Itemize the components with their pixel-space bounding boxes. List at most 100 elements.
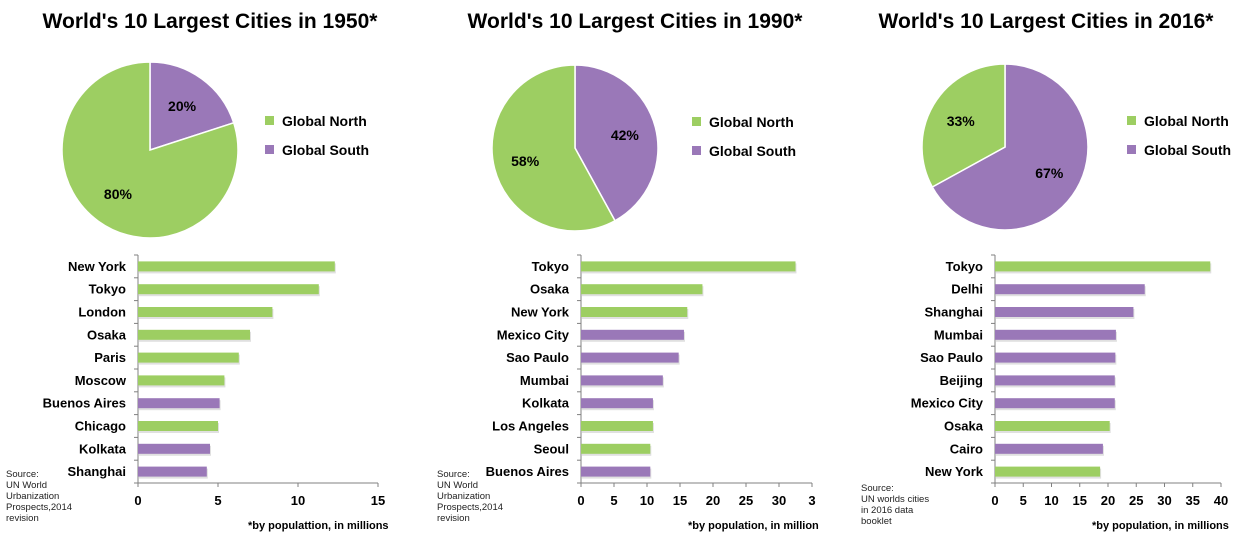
bar [995, 284, 1145, 295]
tick-label: 10 [640, 493, 654, 508]
bar [138, 443, 210, 454]
bar-chart-1950: New York Tokyo London Osaka Paris Moscow Bueno… [43, 254, 385, 508]
category-label: Kolkata [522, 396, 570, 411]
legend-label-north: Global North [709, 113, 794, 130]
panel-2016: World's 10 Largest Cities in 2016* 67% 33… [855, 0, 1237, 544]
category-label: New York [511, 305, 570, 320]
tick-label: 3 [808, 493, 815, 508]
footnote: *by populattion, in millions [248, 520, 389, 532]
bar [581, 443, 651, 454]
tick-label: 10 [1044, 493, 1058, 508]
category-label: Buenos Aires [43, 396, 126, 411]
category-label: Mexico City [911, 396, 984, 411]
bar [995, 443, 1103, 454]
category-label: Tokyo [946, 259, 983, 274]
category-label: Mumbai [934, 327, 983, 342]
bar [138, 466, 207, 477]
legend: Global North Global South [265, 106, 369, 164]
bar [995, 421, 1110, 431]
bar [995, 466, 1101, 477]
legend-label-south: Global South [709, 142, 797, 159]
legend-item-north: Global North [692, 107, 796, 136]
panel-1950: World's 10 Largest Cities in 1950* 20% 80… [0, 0, 420, 544]
tick-label: 5 [610, 493, 617, 508]
category-label: Osaka [530, 282, 570, 297]
pie-data-label: 67% [1035, 165, 1064, 181]
category-label: Beijing [940, 373, 983, 388]
tick-label: 30 [772, 493, 786, 508]
tick-label: 40 [1214, 493, 1228, 508]
bar [581, 352, 679, 363]
bar [581, 398, 653, 409]
category-label: Shanghai [67, 464, 126, 479]
bar [581, 375, 663, 386]
pie-chart-1990: 42% 58% [491, 64, 659, 232]
north-swatch [1127, 116, 1136, 125]
pie-data-label: 42% [611, 127, 640, 143]
chart-title: World's 10 Largest Cities in 2016* [878, 10, 1214, 33]
source-note: Source: UN World Urbanization Prospects,… [437, 469, 504, 524]
tick-label: 20 [706, 493, 720, 508]
category-label: Sao Paulo [920, 350, 983, 365]
bar [995, 375, 1115, 386]
legend-label-south: Global South [282, 141, 370, 158]
tick-label: 15 [673, 493, 687, 508]
bar [138, 307, 273, 317]
tick-label: 15 [371, 493, 385, 508]
pie-chart-2016: 67% 33% [921, 63, 1089, 231]
bar [581, 284, 703, 295]
bar [138, 261, 335, 272]
category-label: Mumbai [520, 373, 569, 388]
legend-item-north: Global North [1127, 106, 1231, 135]
source-note: Source: UN World Urbanization Prospects,… [6, 469, 73, 524]
pie-slice-global-north [61, 61, 239, 239]
pie-data-label: 58% [511, 153, 540, 169]
category-label: Paris [94, 350, 126, 365]
tick-label: 20 [1101, 493, 1115, 508]
tick-label: 10 [291, 493, 305, 508]
tick-label: 5 [1020, 493, 1027, 508]
category-label: Shanghai [924, 305, 983, 320]
pie-data-label: 33% [947, 113, 976, 129]
legend-item-south: Global South [265, 135, 369, 164]
category-label: Mexico City [497, 327, 570, 342]
category-label: Kolkata [79, 441, 127, 456]
category-label: Tokyo [89, 282, 126, 297]
tick-label: 0 [134, 493, 141, 508]
legend-item-south: Global South [1127, 135, 1231, 164]
legend-label-south: Global South [1144, 141, 1232, 158]
footnote: *by population, in millions [1092, 520, 1229, 532]
category-label: Sao Paulo [506, 350, 569, 365]
footnote: *by population, in million [688, 520, 819, 532]
south-swatch [265, 145, 274, 154]
bar-chart-2016: Tokyo Delhi Shanghai Mumbai Sao Paulo Beijing… [911, 254, 1228, 508]
category-label: Osaka [87, 327, 127, 342]
category-label: Buenos Aires [486, 464, 569, 479]
pie-slice-global-north [921, 63, 1006, 189]
category-label: Seoul [534, 441, 569, 456]
legend-label-north: Global North [1144, 112, 1229, 129]
category-label: Delhi [951, 282, 983, 297]
chart-title: World's 10 Largest Cities in 1990* [467, 10, 803, 33]
pie-slice-global-south [574, 64, 659, 222]
category-label: New York [68, 259, 127, 274]
bar [995, 398, 1115, 409]
south-swatch [692, 146, 701, 155]
bar [995, 352, 1116, 363]
bar [138, 284, 319, 295]
legend: Global North Global South [1127, 106, 1231, 164]
pie-slice-global-south [931, 63, 1089, 231]
category-label: New York [925, 464, 984, 479]
bar [138, 329, 250, 340]
panel-1990: World's 10 Largest Cities in 1990* 42% 58… [430, 0, 840, 544]
pie-data-label: 80% [104, 186, 133, 202]
tick-label: 25 [739, 493, 753, 508]
source-note: Source: UN worlds cities in 2016 data bo… [861, 483, 930, 527]
chart-title: World's 10 Largest Cities in 1950* [42, 10, 378, 33]
pie-slice-global-south [149, 61, 235, 152]
legend-item-south: Global South [692, 136, 796, 165]
tick-label: 30 [1157, 493, 1171, 508]
bar-chart-1990: Tokyo Osaka New York Mexico City Sao Paulo Mu… [486, 254, 816, 508]
bar [138, 421, 218, 431]
north-swatch [265, 116, 274, 125]
